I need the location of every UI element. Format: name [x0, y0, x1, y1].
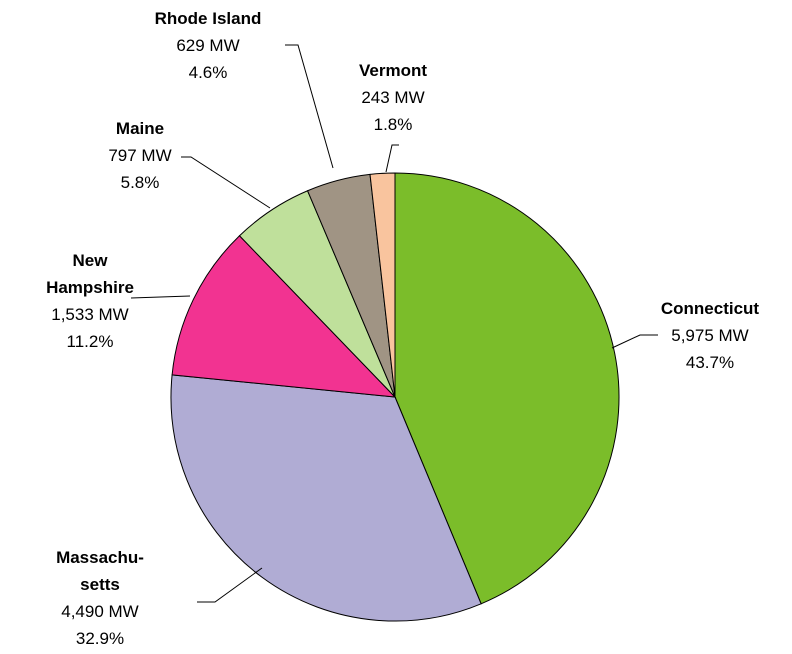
slice-label: Connecticut 5,975 MW 43.7%	[610, 295, 792, 376]
category-label: Rhode Island	[154, 8, 262, 28]
pie-slice	[369, 172, 396, 398]
slice-label: Rhode Island 629 MW 4.6%	[108, 5, 308, 86]
percent-label: 1.8%	[373, 114, 413, 134]
pie-slice	[171, 235, 397, 398]
slice-label: Vermont 243 MW 1.8%	[293, 57, 493, 138]
slice-label: Massachu- setts 4,490 MW 32.9%	[0, 544, 200, 652]
slice-label: Maine 797 MW 5.8%	[40, 115, 240, 196]
percent-label: 43.7%	[685, 352, 735, 372]
leader-line	[130, 295, 191, 299]
value-label: 5,975 MW	[671, 325, 749, 345]
value-label: 797 MW	[108, 145, 172, 165]
value-label: 629 MW	[176, 35, 240, 55]
percent-label: 11.2%	[66, 331, 114, 351]
value-label: 1,533 MW	[51, 304, 129, 324]
category-label: Vermont	[358, 60, 428, 80]
category-label: Massachu- setts	[56, 547, 144, 594]
pie-slice	[170, 374, 482, 622]
leader-line	[385, 144, 399, 173]
leader-line	[197, 567, 263, 603]
category-label: Maine	[115, 118, 165, 138]
slice-label: New Hampshire 1,533 MW 11.2%	[0, 247, 190, 355]
leader-line	[611, 334, 658, 349]
pie-slice	[394, 172, 620, 605]
percent-label: 32.9%	[75, 628, 125, 648]
percent-label: 4.6%	[188, 62, 228, 82]
category-label: Connecticut	[660, 298, 760, 318]
leader-line	[285, 44, 334, 169]
value-label: 4,490 MW	[61, 601, 139, 621]
percent-label: 5.8%	[120, 172, 160, 192]
wedges	[170, 172, 620, 622]
category-label: New Hampshire	[46, 250, 134, 297]
leader-line	[181, 156, 271, 209]
value-label: 243 MW	[361, 87, 425, 107]
